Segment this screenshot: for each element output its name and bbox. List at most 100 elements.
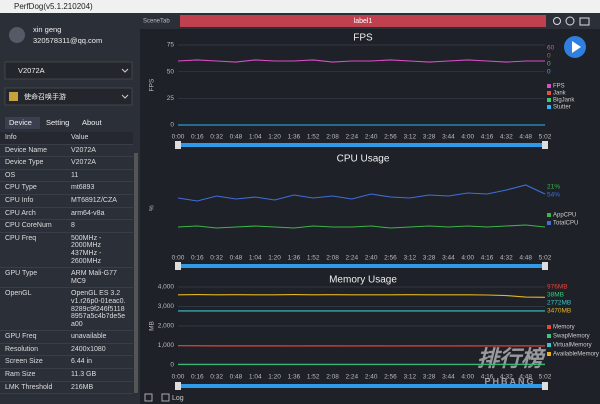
info-cell: CPU Info bbox=[5, 196, 34, 204]
legend-entry[interactable]: Stutter bbox=[553, 105, 571, 111]
legend-swatch bbox=[547, 98, 551, 102]
slider-handle[interactable] bbox=[542, 141, 548, 149]
label-bar[interactable] bbox=[180, 15, 546, 27]
legend-swatch bbox=[547, 84, 551, 88]
latest-value: 0 bbox=[547, 69, 551, 76]
x-tick-label: 3:12 bbox=[403, 374, 416, 381]
collapse-button[interactable] bbox=[144, 393, 153, 402]
scrollbar[interactable] bbox=[134, 153, 138, 393]
slider-handle[interactable] bbox=[175, 382, 181, 390]
x-tick-label: 2:40 bbox=[365, 255, 378, 262]
x-tick-label: 4:00 bbox=[461, 134, 474, 141]
log-checkbox[interactable] bbox=[161, 393, 170, 402]
x-tick-label: 4:00 bbox=[461, 255, 474, 262]
info-cell: GPU Freq bbox=[5, 333, 37, 341]
info-cell: Ram Size bbox=[5, 371, 36, 379]
x-tick-label: 3:28 bbox=[423, 255, 436, 262]
location-icon[interactable] bbox=[553, 17, 561, 25]
x-tick-label: 3:12 bbox=[403, 134, 416, 141]
x-tick-label: 1:52 bbox=[307, 134, 320, 141]
table-header: Info Value bbox=[0, 132, 133, 145]
legend-entry[interactable]: SwapMemory bbox=[553, 334, 590, 340]
user-email: 320578311@qq.com bbox=[33, 36, 102, 45]
table-row: GPU Freq unavailable bbox=[0, 331, 133, 344]
legend-entry[interactable]: FPS bbox=[553, 84, 565, 90]
x-tick-label: 4:48 bbox=[519, 134, 532, 141]
time-slider[interactable] bbox=[178, 143, 545, 147]
x-tick-label: 2:24 bbox=[346, 374, 359, 381]
value-cell: ARM Mali-G77 MC9 bbox=[71, 270, 117, 285]
legend-entry[interactable]: TotalCPU bbox=[553, 221, 578, 227]
info-table: Info Value Device Name V2072A Device Type V20… bbox=[0, 132, 133, 395]
x-tick-label: 2:56 bbox=[384, 134, 397, 141]
tab[interactable]: Setting bbox=[46, 118, 69, 127]
legend-swatch bbox=[547, 105, 551, 109]
folder-icon[interactable] bbox=[579, 17, 590, 26]
info-cell: CPU Freq bbox=[5, 234, 37, 242]
cloud-icon[interactable] bbox=[565, 16, 575, 26]
time-slider[interactable] bbox=[178, 384, 545, 388]
info-cell: GPU Type bbox=[5, 270, 38, 278]
x-tick-label: 1:04 bbox=[249, 134, 262, 141]
legend-entry[interactable]: AvailableMemory bbox=[553, 352, 599, 358]
x-tick-label: 2:08 bbox=[326, 374, 339, 381]
y-axis-label: % bbox=[149, 205, 156, 211]
info-cell: CPU CoreNum bbox=[5, 222, 52, 230]
device-select[interactable] bbox=[4, 61, 133, 80]
value-cell: arm64-v8a bbox=[71, 209, 105, 217]
info-cell: Device Type bbox=[5, 159, 44, 167]
tab-active[interactable] bbox=[5, 117, 40, 129]
x-tick-label: 3:44 bbox=[442, 255, 455, 262]
legend-swatch bbox=[547, 91, 551, 95]
tab[interactable]: About bbox=[82, 118, 103, 127]
side-panel: xin geng 320578311@qq.com V2072A 使命召唤手游 … bbox=[0, 13, 140, 404]
table-row: Ram Size 11.3 GB bbox=[0, 369, 133, 382]
slider-handle[interactable] bbox=[542, 262, 548, 270]
table-row: LMK Threshold 216MB bbox=[0, 382, 133, 395]
legend-entry[interactable]: BigJank bbox=[553, 98, 575, 104]
latest-value: 60 bbox=[547, 45, 555, 52]
slider-handle[interactable] bbox=[542, 382, 548, 390]
time-slider[interactable] bbox=[178, 264, 545, 268]
background bbox=[140, 13, 600, 404]
value-cell: mt6893 bbox=[71, 184, 95, 192]
x-tick-label: 4:32 bbox=[500, 374, 513, 381]
tab[interactable]: Device bbox=[9, 118, 32, 127]
y-tick-label: 0 bbox=[170, 362, 174, 369]
slider-handle[interactable] bbox=[175, 262, 181, 270]
x-tick-label: 4:16 bbox=[481, 134, 494, 141]
x-tick-label: 4:00 bbox=[461, 374, 474, 381]
legend-entry[interactable]: Memory bbox=[553, 325, 575, 331]
app-select[interactable] bbox=[4, 87, 133, 106]
legend-entry[interactable]: VirtualMemory bbox=[553, 343, 592, 349]
latest-value: 21% bbox=[547, 184, 560, 191]
x-tick-label: 0:00 bbox=[172, 374, 185, 381]
dropdown-arrow bbox=[121, 94, 129, 99]
x-tick-label: 4:48 bbox=[519, 374, 532, 381]
chart-title: CPU Usage bbox=[337, 154, 390, 165]
value-cell: OpenGL ES 3.2 v1.r26p0-01eac0. 8289c9f24… bbox=[71, 290, 126, 328]
x-tick-label: 2:56 bbox=[384, 255, 397, 262]
y-tick-label: 50 bbox=[167, 68, 175, 75]
table-row: GPU Type ARM Mali-G77 MC9 bbox=[0, 268, 133, 289]
chart-title: FPS bbox=[353, 33, 373, 44]
legend-entry[interactable]: AppCPU bbox=[553, 213, 576, 219]
info-cell: Resolution bbox=[5, 345, 39, 353]
x-tick-label: 0:48 bbox=[230, 134, 243, 141]
info-cell: OS bbox=[5, 171, 16, 179]
x-tick-label: 2:40 bbox=[365, 374, 378, 381]
y-tick-label: 2,000 bbox=[158, 323, 175, 330]
x-tick-label: 0:16 bbox=[191, 134, 204, 141]
log-label: Log bbox=[172, 395, 184, 402]
value-cell: V2072A bbox=[71, 159, 96, 167]
legend-entry[interactable]: Jank bbox=[553, 91, 567, 97]
series-line bbox=[177, 224, 546, 229]
scene-tab[interactable]: SceneTab bbox=[143, 19, 170, 25]
x-tick-label: 1:04 bbox=[249, 374, 262, 381]
info-cell: Screen Size bbox=[5, 358, 43, 366]
slider-handle[interactable] bbox=[175, 141, 181, 149]
table-row: CPU Info MT6891Z/CZA bbox=[0, 195, 133, 208]
x-tick-label: 3:28 bbox=[423, 134, 436, 141]
watermark: 排行榜 bbox=[477, 346, 547, 371]
chart-title: Memory Usage bbox=[329, 275, 397, 286]
